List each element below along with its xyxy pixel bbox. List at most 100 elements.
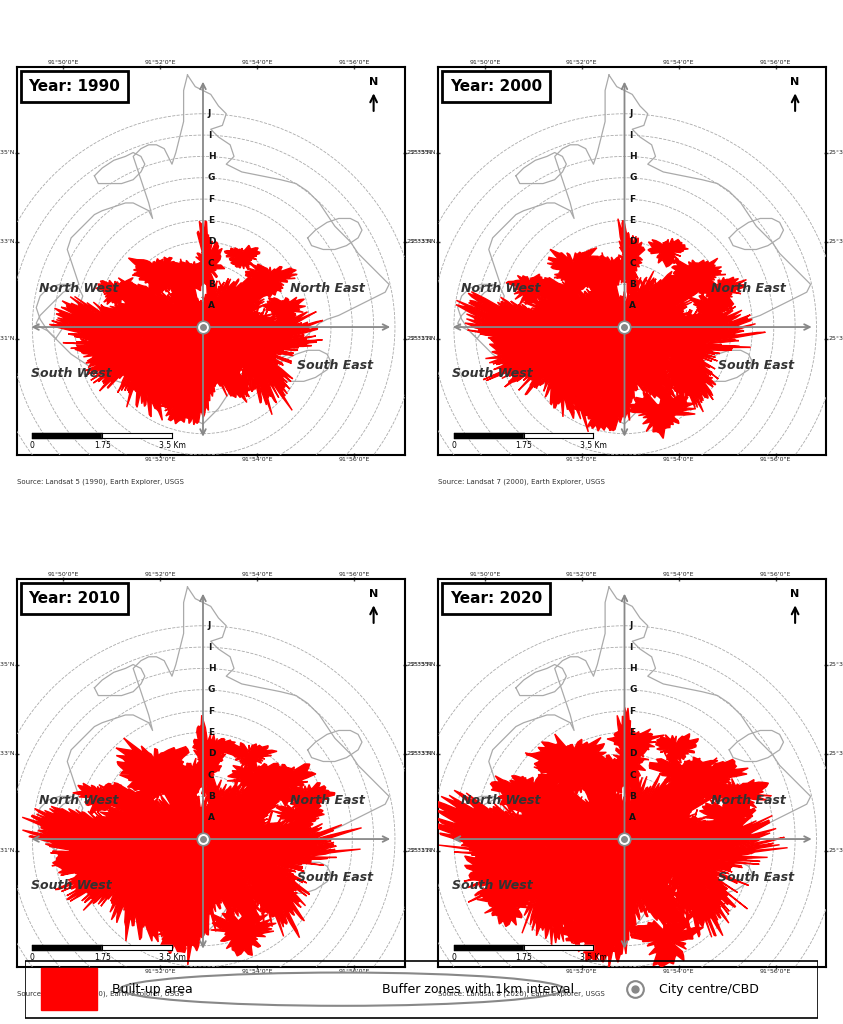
Text: J: J [207,110,211,118]
Polygon shape [525,744,598,795]
Text: 91°54'0"E: 91°54'0"E [242,969,273,974]
Text: 25°33'N: 25°33'N [0,240,15,245]
Polygon shape [512,253,733,431]
Polygon shape [700,800,756,838]
Text: C: C [629,258,636,267]
Polygon shape [245,263,298,297]
Text: 91°50'0"E: 91°50'0"E [470,572,501,578]
Polygon shape [456,276,667,432]
Text: 91°54'0"E: 91°54'0"E [663,457,695,462]
Text: 25°35'N: 25°35'N [828,151,843,155]
Text: 25°33'N: 25°33'N [828,240,843,245]
Polygon shape [624,392,695,438]
Polygon shape [150,390,209,424]
Polygon shape [118,877,164,906]
Text: South West: South West [31,367,111,380]
Text: Source: Landsat 5 (1990), Earth Explorer, USGS: Source: Landsat 5 (1990), Earth Explorer… [17,478,184,484]
Text: 25°35'N: 25°35'N [411,663,437,667]
Polygon shape [191,221,225,309]
Text: 91°56'0"E: 91°56'0"E [339,457,370,462]
Text: D: D [629,750,636,758]
Text: Year: 2010: Year: 2010 [29,591,121,606]
Text: Year: 2020: Year: 2020 [450,591,542,606]
Text: G: G [629,173,636,182]
Polygon shape [141,912,205,953]
Text: F: F [207,195,214,204]
Polygon shape [553,253,624,299]
Polygon shape [506,774,557,813]
Polygon shape [500,757,741,970]
Text: 25°31'N: 25°31'N [411,336,437,341]
Polygon shape [544,360,590,391]
Text: 25°33'N: 25°33'N [0,752,15,757]
Polygon shape [419,791,679,950]
Polygon shape [52,847,126,897]
Text: Built-up area: Built-up area [112,983,193,995]
Polygon shape [36,587,389,936]
Text: G: G [207,685,215,694]
Text: F: F [207,707,214,716]
Text: 91°52'0"E: 91°52'0"E [566,457,598,462]
Text: 3.5 Km: 3.5 Km [580,441,607,451]
Text: B: B [207,280,214,289]
Text: B: B [629,792,636,801]
Text: Year: 1990: Year: 1990 [29,79,121,94]
Text: 1.75: 1.75 [94,953,110,963]
Text: I: I [207,643,211,651]
Text: North West: North West [460,282,540,295]
Text: 91°54'0"E: 91°54'0"E [663,969,695,974]
Text: 91°52'0"E: 91°52'0"E [145,572,176,578]
Text: H: H [629,152,636,161]
Text: 3.5 Km: 3.5 Km [580,953,607,963]
Polygon shape [648,239,689,267]
Text: 91°54'0"E: 91°54'0"E [242,60,273,66]
Text: D: D [207,238,215,246]
Polygon shape [486,332,556,382]
Polygon shape [591,256,636,287]
Text: 25°35'N: 25°35'N [411,151,437,155]
Polygon shape [128,257,179,291]
Text: 91°52'0"E: 91°52'0"E [145,969,176,974]
Text: I: I [207,131,211,139]
Text: 91°52'0"E: 91°52'0"E [566,969,598,974]
Polygon shape [464,850,545,902]
Text: 91°54'0"E: 91°54'0"E [242,572,273,578]
Polygon shape [458,587,811,936]
Polygon shape [117,754,177,796]
Polygon shape [36,75,389,424]
Polygon shape [135,257,200,298]
Text: E: E [207,728,214,737]
Polygon shape [668,366,713,399]
Polygon shape [72,783,126,814]
Polygon shape [282,782,335,821]
Text: 91°56'0"E: 91°56'0"E [760,572,792,578]
Text: 25°33'N: 25°33'N [411,752,437,757]
Text: A: A [629,813,636,822]
Text: 25°35'N: 25°35'N [828,663,843,667]
Polygon shape [656,733,698,766]
Polygon shape [120,761,204,807]
Text: 91°56'0"E: 91°56'0"E [760,60,792,66]
Text: 25°31'N: 25°31'N [0,848,15,853]
Text: C: C [629,770,636,779]
Polygon shape [169,260,217,291]
Text: J: J [207,622,211,630]
Polygon shape [271,801,325,840]
Text: North East: North East [711,794,786,807]
Text: 1.75: 1.75 [515,953,532,963]
Polygon shape [576,777,787,937]
Text: G: G [629,685,636,694]
Text: Year: 2000: Year: 2000 [450,79,542,94]
Text: 25°35'N: 25°35'N [0,663,15,667]
Text: 25°33'N: 25°33'N [411,240,437,245]
Polygon shape [559,918,626,961]
Polygon shape [526,734,609,794]
Text: F: F [629,195,636,204]
Text: 91°52'0"E: 91°52'0"E [566,572,598,578]
Polygon shape [75,335,133,383]
Text: B: B [207,792,214,801]
Text: 25°31'N: 25°31'N [828,336,843,341]
Text: 25°35'N: 25°35'N [406,151,432,155]
Polygon shape [672,258,726,296]
Text: 25°35'N: 25°35'N [0,151,15,155]
